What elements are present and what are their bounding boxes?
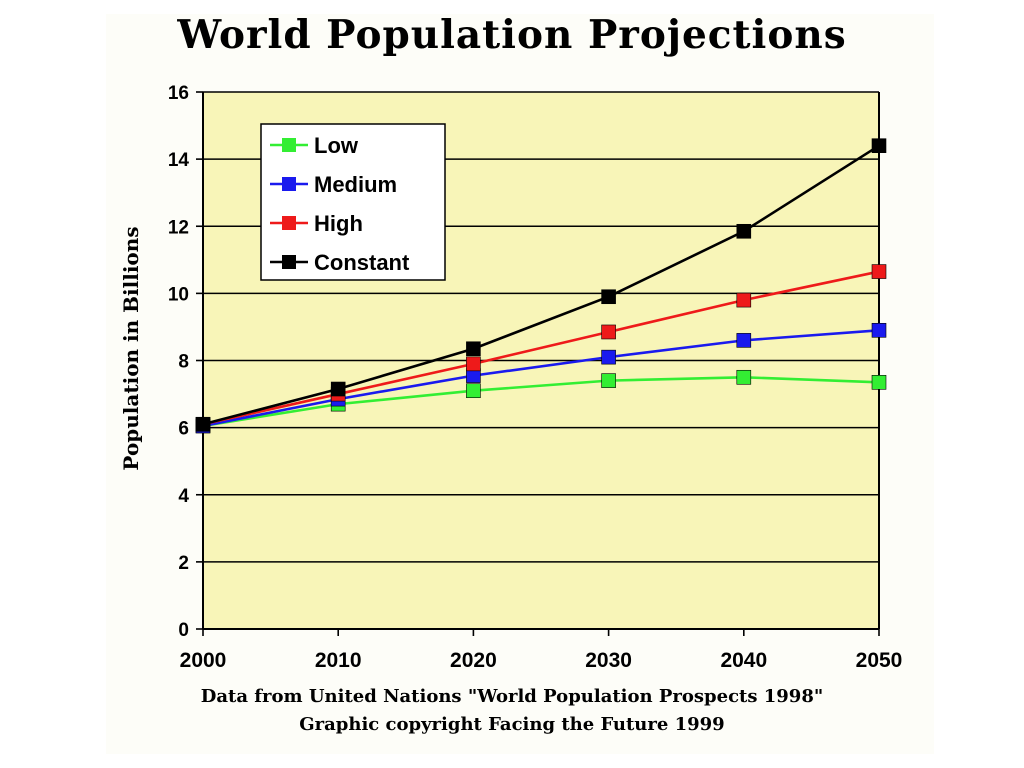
y-tick-label: 2 <box>178 553 189 574</box>
legend-label-low: Low <box>314 133 359 158</box>
data-point-constant <box>736 223 752 239</box>
data-point-high <box>601 324 616 340</box>
legend-marker-constant <box>282 255 296 269</box>
legend: Low Medium High Constant <box>260 123 446 281</box>
series-line-low <box>202 375 880 428</box>
data-point-medium <box>601 349 616 365</box>
legend-marker-low <box>282 138 296 152</box>
data-point-low <box>736 369 752 385</box>
series-line-high <box>202 270 880 426</box>
y-tick-label: 6 <box>178 419 189 440</box>
chart-title: World Population Projections <box>177 12 847 58</box>
y-tick-label: 10 <box>168 284 189 305</box>
data-point-high <box>466 356 481 372</box>
data-point-high <box>736 292 752 308</box>
x-tick-label: 2030 <box>585 649 632 672</box>
data-point-constant <box>871 138 887 153</box>
series-line-medium <box>202 328 880 428</box>
legend-label-constant: Constant <box>314 250 410 275</box>
legend-label-high: High <box>314 211 363 236</box>
source-note: Data from United Nations "World Populati… <box>200 686 824 707</box>
y-tick-label: 14 <box>168 150 190 171</box>
legend-label-medium: Medium <box>314 172 397 197</box>
data-point-constant <box>601 289 616 305</box>
data-point-constant <box>466 341 481 357</box>
x-tick-label: 2020 <box>450 649 497 672</box>
copyright-note: Graphic copyright Facing the Future 1999 <box>299 714 725 735</box>
series-line-constant <box>202 144 880 426</box>
x-tick-label: 2040 <box>720 649 767 672</box>
legend-marker-medium <box>282 177 296 191</box>
y-tick-label: 0 <box>178 620 189 641</box>
data-point-low <box>466 383 481 399</box>
y-tick-label: 16 <box>168 83 189 104</box>
y-tick-label: 4 <box>178 486 189 507</box>
data-point-constant <box>195 416 211 432</box>
data-point-low <box>871 375 887 390</box>
x-tick-label: 2050 <box>856 649 903 672</box>
y-tick-label: 12 <box>168 217 189 238</box>
legend-marker-high <box>282 216 296 230</box>
y-tick-label: 8 <box>178 352 189 373</box>
data-point-constant <box>330 381 346 397</box>
x-tick-label: 2010 <box>315 649 362 672</box>
data-point-medium <box>871 322 887 338</box>
data-point-high <box>871 264 887 279</box>
series-lines <box>195 138 887 434</box>
data-point-low <box>601 373 616 388</box>
y-axis-title: Population in Billions <box>119 226 143 470</box>
data-point-medium <box>736 333 752 348</box>
x-tick-label: 2000 <box>180 649 227 672</box>
